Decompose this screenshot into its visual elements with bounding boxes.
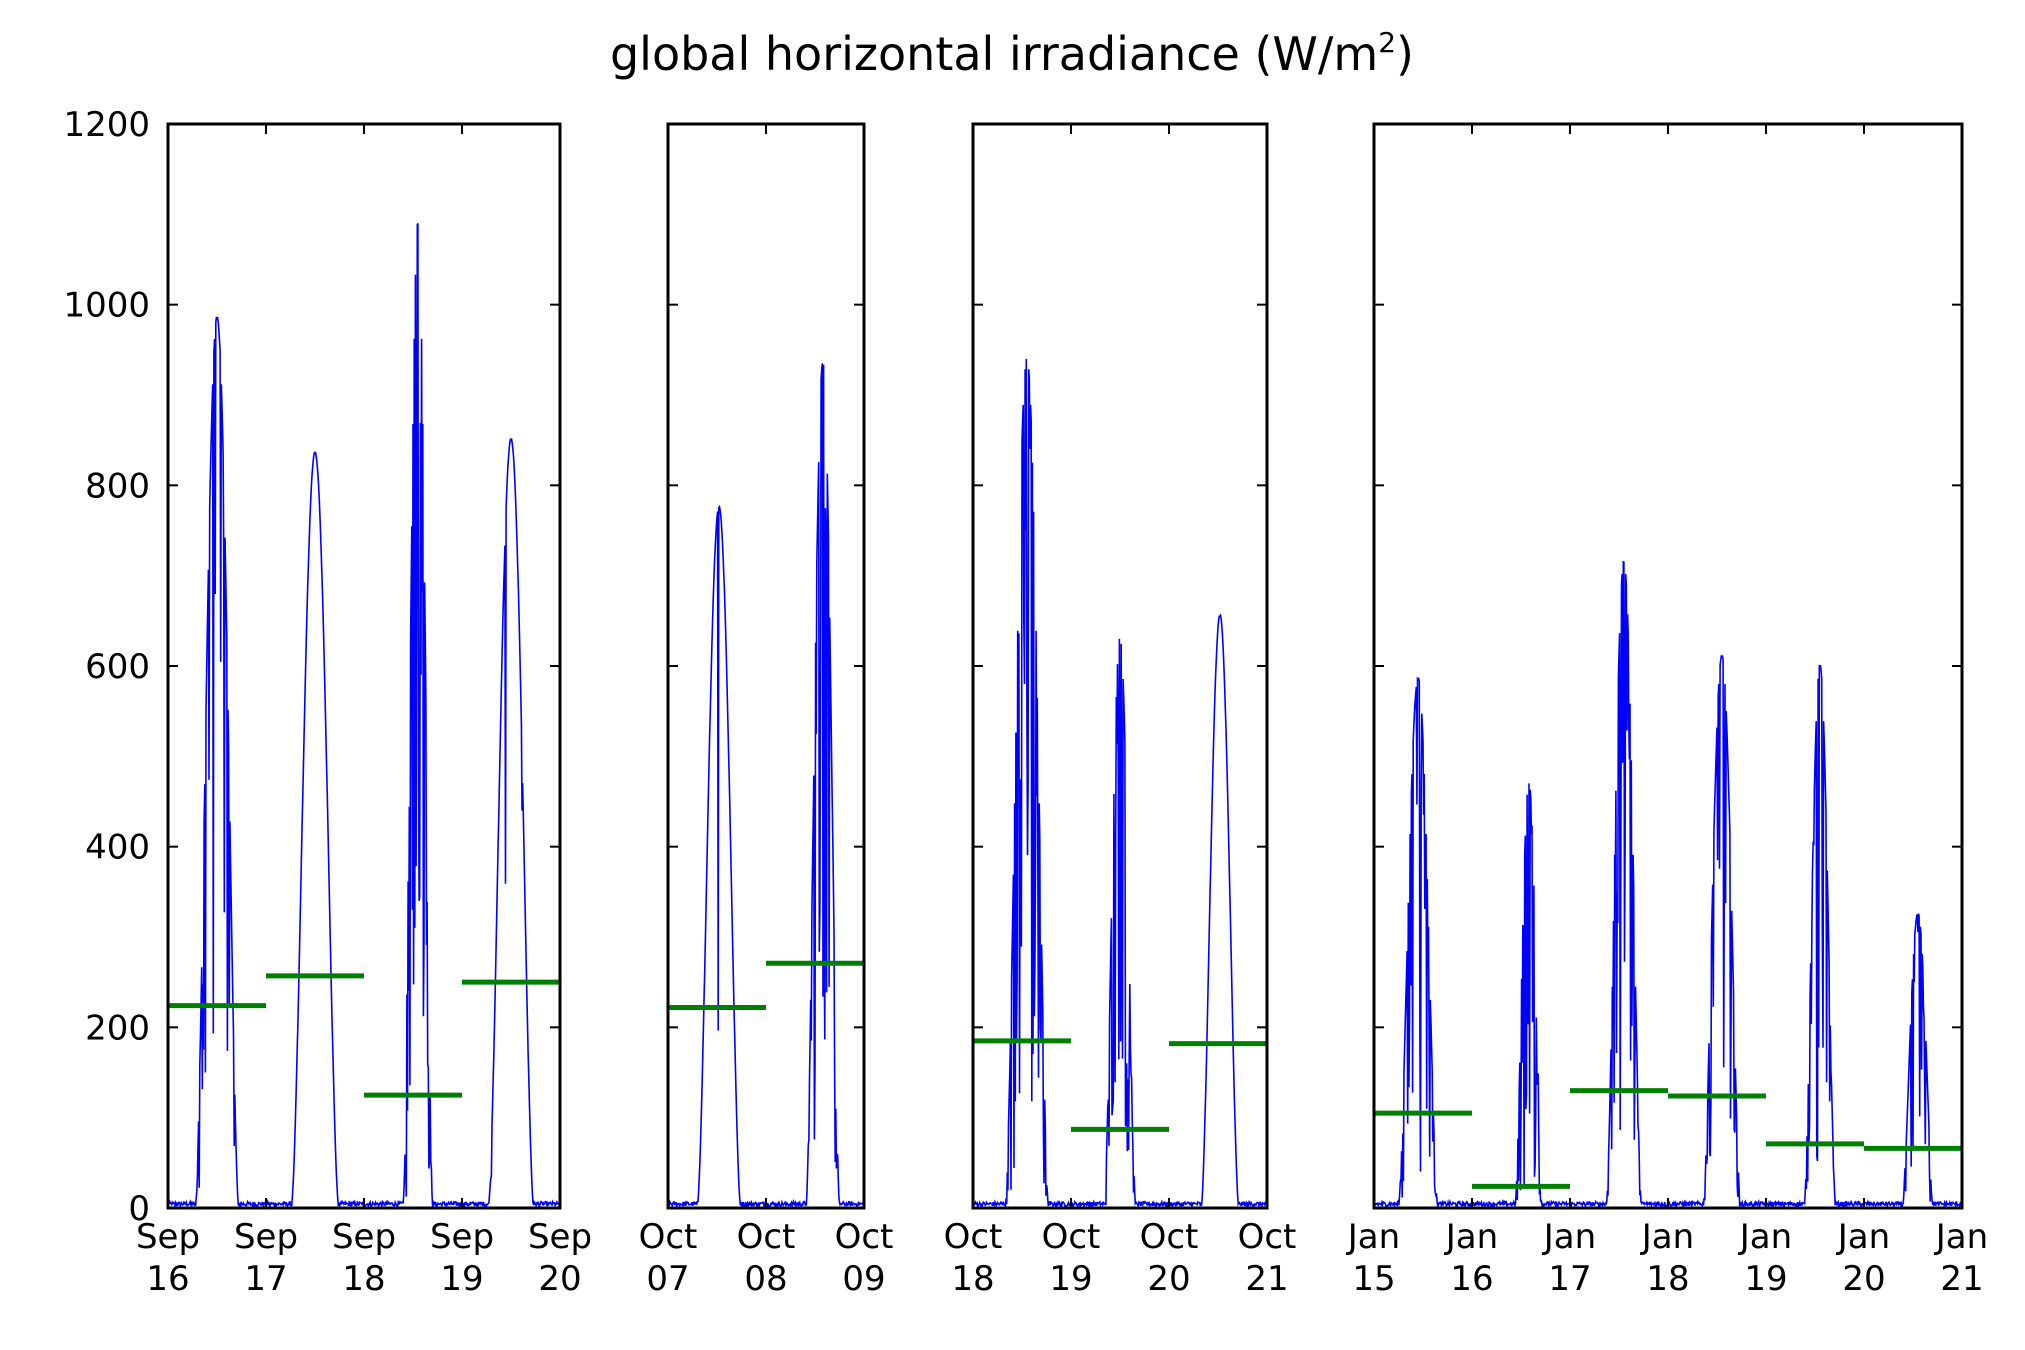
x-tick-label-month: Sep: [430, 1217, 494, 1257]
x-tick-label-month: Sep: [136, 1217, 200, 1257]
x-tick-label: Oct 21: [1238, 1217, 1297, 1299]
x-tick-label-day: 19: [440, 1259, 483, 1299]
x-tick-label: Oct 07: [639, 1217, 698, 1299]
panel-frame: [971, 122, 1269, 1210]
x-tick-label: Sep 20: [528, 1217, 592, 1299]
x-tick-label-month: Oct: [737, 1217, 796, 1257]
x-tick-label-month: Sep: [234, 1217, 298, 1257]
x-tick-label-day: 20: [1147, 1259, 1190, 1299]
x-tick-label-month: Sep: [528, 1217, 592, 1257]
x-tick-label: Jan 20: [1836, 1217, 1890, 1299]
irradiance-series-line: [973, 358, 1267, 1208]
x-tick-label-day: 18: [951, 1259, 994, 1299]
panel-frame: [666, 122, 866, 1210]
x-tick-label: Oct 09: [835, 1217, 894, 1299]
x-tick-label-day: 17: [244, 1259, 287, 1299]
x-tick-label-day: 17: [1548, 1259, 1591, 1299]
x-tick-label: Sep 19: [430, 1217, 494, 1299]
x-tick-label-day: 20: [538, 1259, 581, 1299]
panel-frame: [1372, 122, 1964, 1210]
x-tick-label-day: 19: [1049, 1259, 1092, 1299]
x-tick-label-month: Jan: [1934, 1217, 1988, 1257]
x-tick-label-month: Oct: [835, 1217, 894, 1257]
x-tick-label-month: Sep: [332, 1217, 396, 1257]
y-tick-label: 400: [85, 828, 150, 868]
x-tick-label: Oct 19: [1042, 1217, 1101, 1299]
x-tick-label-day: 15: [1352, 1259, 1395, 1299]
x-tick-label-month: Oct: [1042, 1217, 1101, 1257]
x-tick-label: Oct 08: [737, 1217, 796, 1299]
x-tick-label-day: 18: [342, 1259, 385, 1299]
x-tick-label-day: 08: [744, 1259, 787, 1299]
chart-title-superscript: 2: [1378, 26, 1396, 59]
x-tick-label-month: Jan: [1738, 1217, 1792, 1257]
x-tick-label-month: Jan: [1836, 1217, 1890, 1257]
x-tick-label: Jan 21: [1934, 1217, 1988, 1299]
x-tick-label-month: Oct: [1238, 1217, 1297, 1257]
x-tick-label-day: 20: [1842, 1259, 1885, 1299]
chart-title-main: global horizontal irradiance (W/m: [610, 27, 1378, 81]
x-tick-label: Jan 16: [1444, 1217, 1498, 1299]
x-tick-label: Jan 19: [1738, 1217, 1792, 1299]
x-tick-label-day: 18: [1646, 1259, 1689, 1299]
x-tick-label-month: Jan: [1542, 1217, 1596, 1257]
y-tick-label: 1000: [63, 286, 150, 326]
x-tick-label-month: Jan: [1346, 1217, 1400, 1257]
x-tick-label-month: Oct: [639, 1217, 698, 1257]
x-tick-label-month: Jan: [1640, 1217, 1694, 1257]
x-tick-label-day: 21: [1940, 1259, 1983, 1299]
x-tick-label: Oct 18: [944, 1217, 1003, 1299]
irradiance-series-line: [1374, 560, 1962, 1208]
x-tick-label: Sep 17: [234, 1217, 298, 1299]
x-tick-label-day: 16: [1450, 1259, 1493, 1299]
y-tick-label: 600: [85, 647, 150, 687]
x-tick-label-day: 21: [1245, 1259, 1288, 1299]
x-tick-label-month: Oct: [944, 1217, 1003, 1257]
x-tick-label-month: Oct: [1140, 1217, 1199, 1257]
chart-title: global horizontal irradiance (W/m2): [610, 26, 1414, 81]
chart-title-close: ): [1396, 27, 1414, 81]
x-tick-label: Jan 15: [1346, 1217, 1400, 1299]
x-tick-label-day: 07: [646, 1259, 689, 1299]
x-tick-label: Sep 18: [332, 1217, 396, 1299]
y-tick-label: 800: [85, 466, 150, 506]
x-tick-label: Sep 16: [136, 1217, 200, 1299]
y-tick-label: 0: [128, 1189, 150, 1229]
x-tick-label-day: 19: [1744, 1259, 1787, 1299]
x-tick-label: Jan 18: [1640, 1217, 1694, 1299]
irradiance-series-line: [668, 363, 864, 1208]
x-tick-label: Oct 20: [1140, 1217, 1199, 1299]
x-tick-label-day: 16: [146, 1259, 189, 1299]
y-tick-label: 1200: [63, 105, 150, 145]
x-tick-label-day: 09: [842, 1259, 885, 1299]
y-tick-label: 200: [85, 1008, 150, 1048]
x-tick-label-month: Jan: [1444, 1217, 1498, 1257]
panel-frame: [166, 122, 562, 1210]
irradiance-series-line: [168, 223, 560, 1208]
x-tick-label: Jan 17: [1542, 1217, 1596, 1299]
